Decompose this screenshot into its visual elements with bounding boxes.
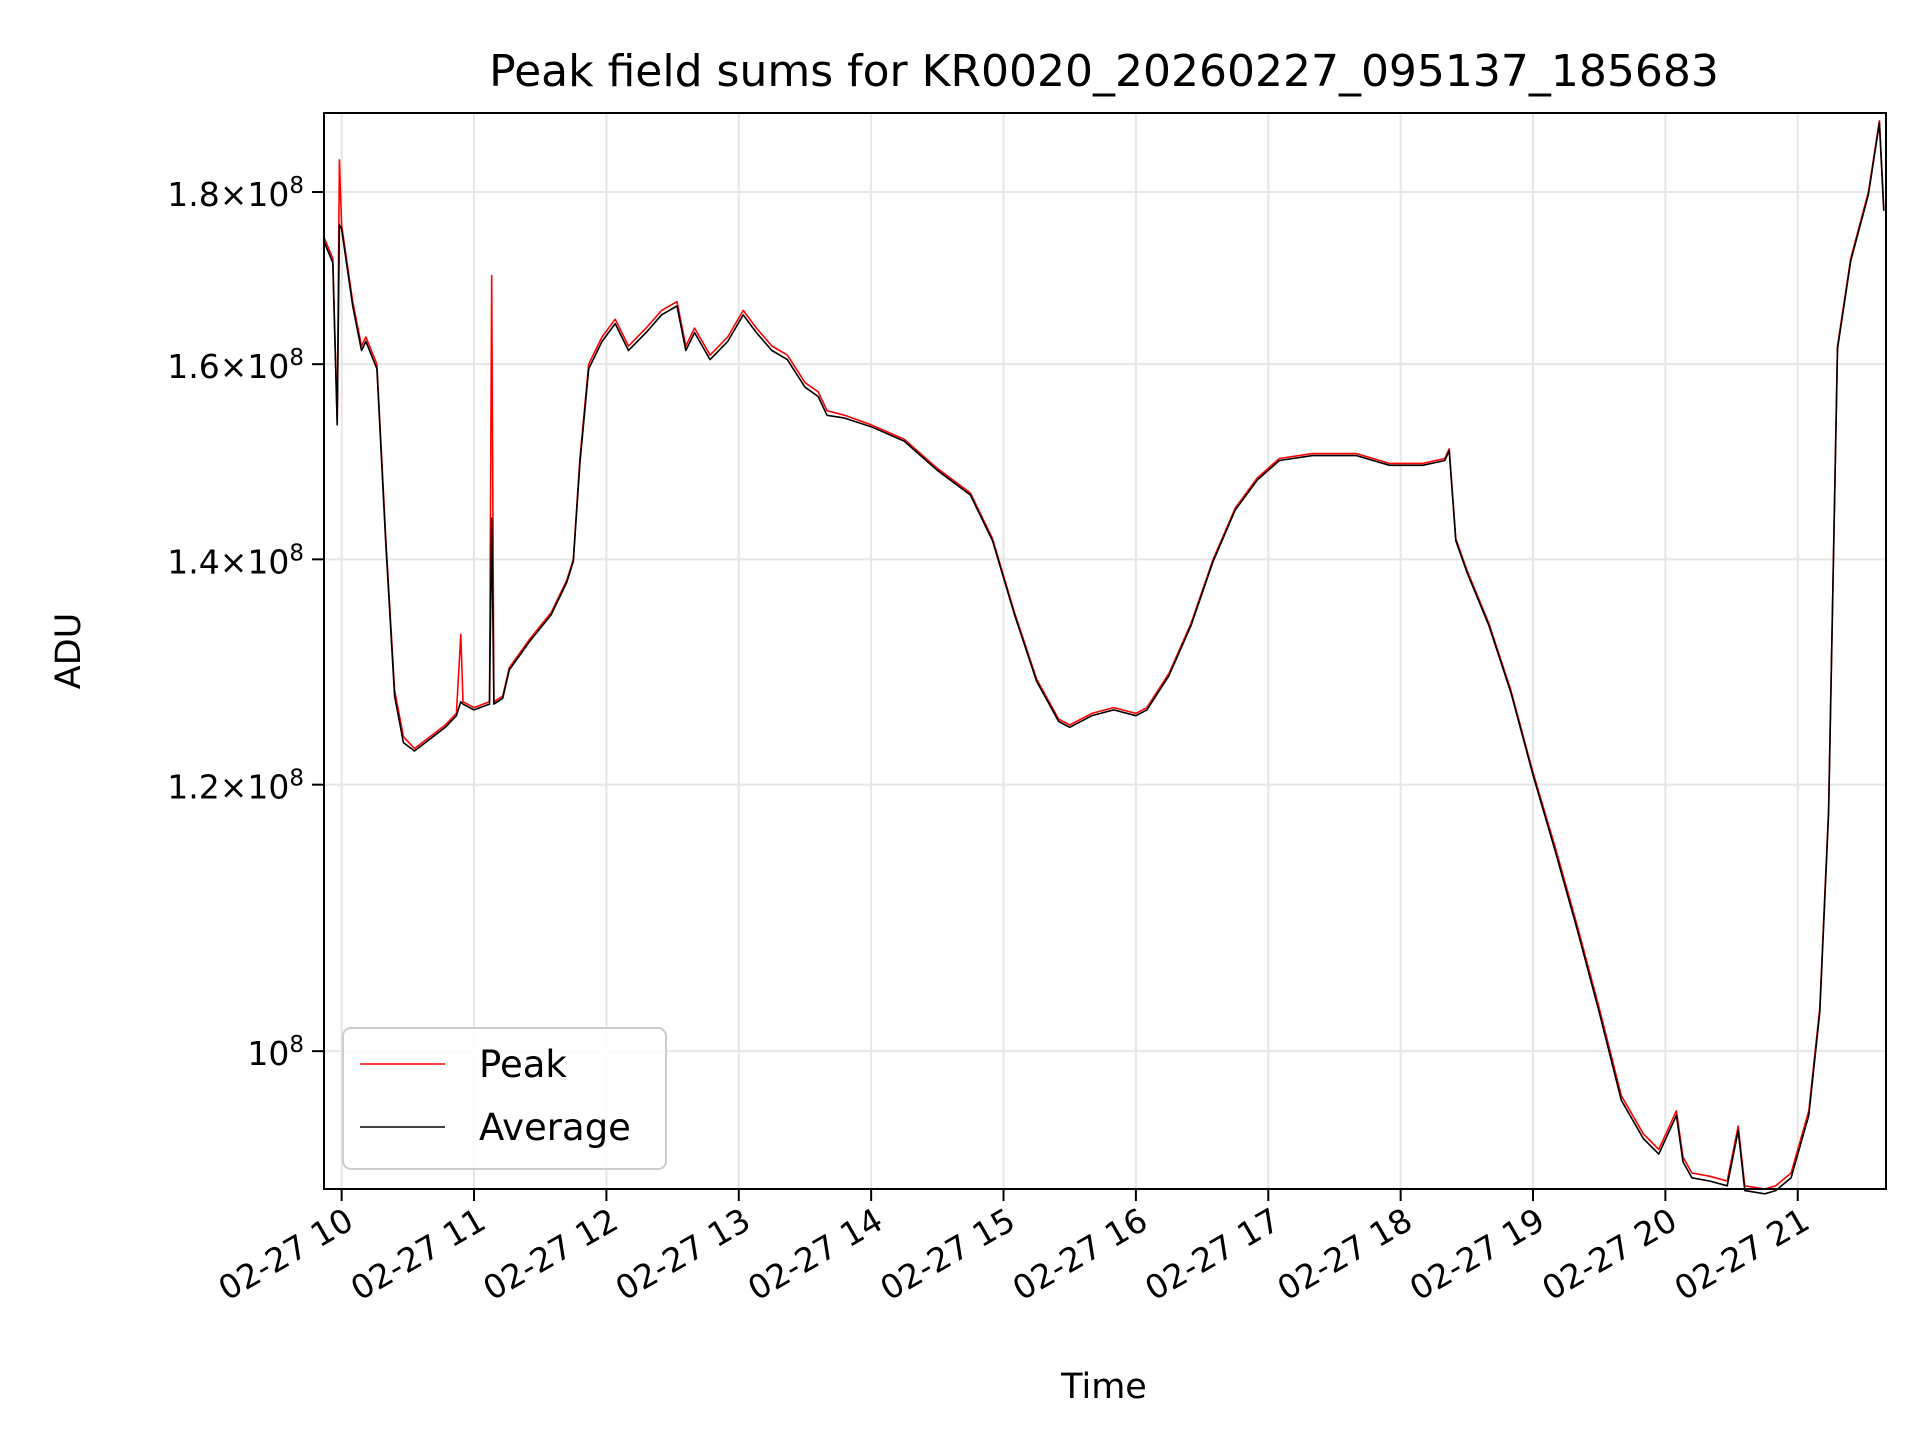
y-gridlines [324, 191, 1886, 1053]
legend-label-peak: Peak [479, 1043, 567, 1086]
x-axis-label: Time [1060, 1367, 1147, 1407]
legend-label-average: Average [479, 1106, 631, 1149]
series-line-average [323, 122, 1885, 1195]
y-tick-label: 1.8×108 [167, 173, 304, 214]
y-axis-label: ADU [49, 613, 89, 690]
y-tick-label: 108 [247, 1032, 304, 1073]
plot-frame [323, 112, 1887, 1190]
y-tick-label: 1.6×108 [167, 345, 304, 386]
y-tick-label: 1.2×108 [167, 766, 304, 807]
series-layer [323, 119, 1885, 1195]
legend: Peak Average [342, 1027, 667, 1170]
y-tick-label: 1.4×108 [167, 540, 304, 581]
x-gridlines [340, 113, 1799, 1189]
y-axis-ticks: 108 1.2×108 1.4×108 1.6×108 1.8×108 [167, 173, 324, 1073]
chart-title: Peak field sums for KR0020_20260227_0951… [489, 46, 1719, 97]
